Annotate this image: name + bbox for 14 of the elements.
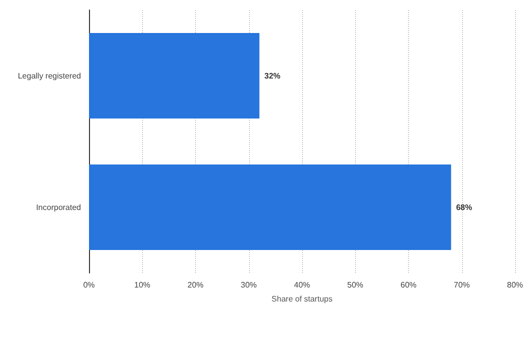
x-tick-label: 20% [187, 280, 204, 290]
data-label: 68% [456, 202, 472, 212]
x-tick-label: 70% [454, 280, 470, 290]
y-tick-label: Legally registered [18, 71, 81, 80]
x-tick-label: 10% [134, 280, 150, 290]
x-tick-label: 60% [400, 280, 417, 290]
y-tick-label: Incorporated [36, 202, 81, 212]
x-tick-label: 80% [506, 280, 524, 290]
x-tick-label: 0% [83, 280, 95, 290]
x-axis-title: Share of startups [272, 294, 332, 304]
data-label: 32% [264, 71, 280, 80]
x-tick-label: 50% [347, 280, 364, 290]
x-tick-label: 30% [240, 280, 257, 290]
x-tick-label: 40% [294, 280, 310, 290]
